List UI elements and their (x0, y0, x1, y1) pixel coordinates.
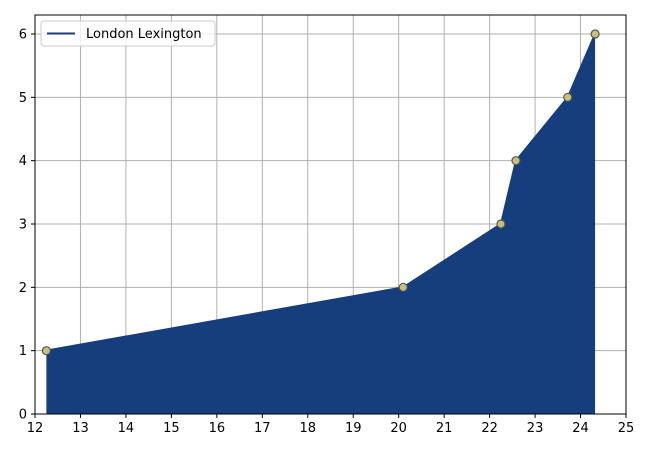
x-tick-label: 13 (72, 421, 89, 436)
legend-label: London Lexington (86, 27, 202, 42)
data-point (496, 219, 506, 229)
y-tick-label: 3 (19, 218, 27, 233)
legend-box (40, 20, 216, 47)
y-tick-label: 0 (19, 408, 27, 423)
data-point (511, 156, 521, 166)
y-tick-label: 5 (19, 91, 27, 106)
y-tick-label: 1 (19, 344, 27, 359)
x-tick-label: 16 (209, 421, 226, 436)
x-tick-label: 21 (436, 421, 453, 436)
area-fill (46, 34, 596, 414)
y-tick-label: 4 (19, 154, 27, 169)
x-tick-label: 23 (527, 421, 544, 436)
series-line (46, 33, 597, 352)
y-tick-label: 2 (19, 281, 27, 296)
y-tick-label: 6 (19, 28, 27, 43)
x-tick-label: 25 (618, 421, 635, 436)
x-tick-label: 19 (345, 421, 362, 436)
plot-frame (34, 14, 627, 415)
data-point (398, 282, 408, 292)
x-tick-label: 20 (390, 421, 407, 436)
x-tick-label: 22 (481, 421, 498, 436)
series-layer (41, 29, 600, 414)
x-tick-label: 15 (163, 421, 180, 436)
data-point (590, 29, 600, 39)
y-axis-ticks: 0 1 2 3 4 5 6 (19, 28, 35, 423)
data-point (563, 92, 573, 102)
x-tick-label: 17 (254, 421, 271, 436)
x-tick-label: 12 (27, 421, 44, 436)
x-tick-label: 14 (118, 421, 135, 436)
x-tick-label: 24 (572, 421, 589, 436)
data-point (41, 346, 51, 356)
x-tick-label: 18 (299, 421, 316, 436)
x-axis-ticks: 12 13 14 15 16 17 18 19 20 21 22 23 24 25 (27, 414, 635, 436)
legend: London Lexington (40, 20, 216, 47)
